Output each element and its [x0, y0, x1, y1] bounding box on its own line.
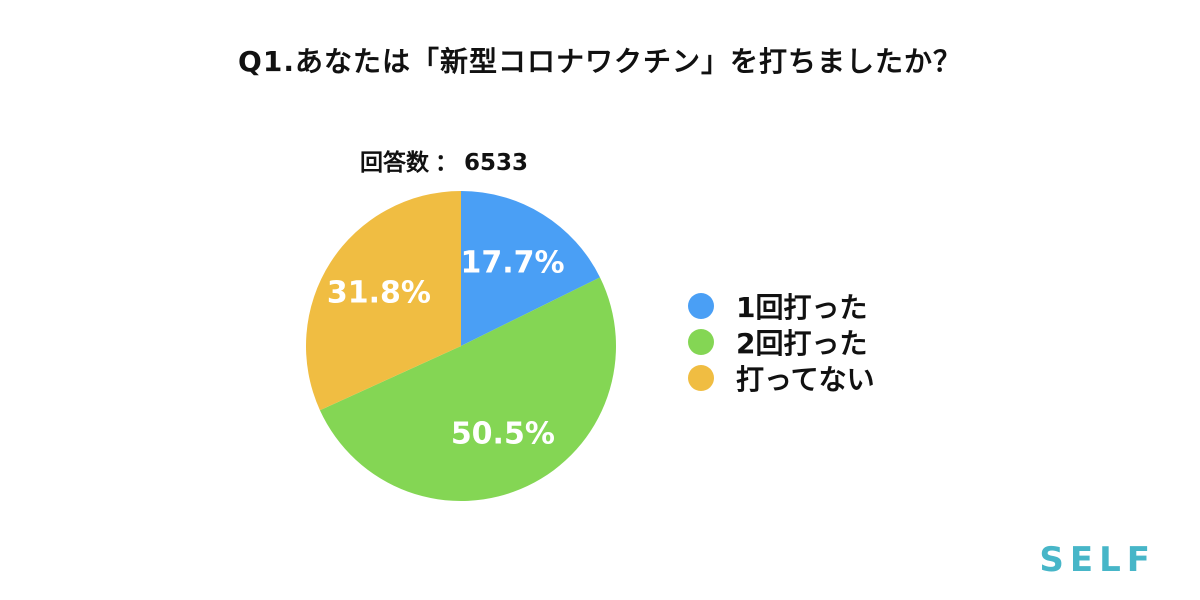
- chart-title: Q1.あなたは「新型コロナワクチン」を打ちましたか？: [238, 45, 962, 78]
- legend-item: 打ってない: [688, 360, 875, 396]
- pie-slice-label: 31.8%: [327, 276, 431, 311]
- pie-slice-label: 17.7%: [461, 246, 565, 281]
- pie-slice: [461, 191, 600, 346]
- chart-legend: 1回打った 2回打った 打ってない: [688, 288, 875, 396]
- response-count: 回答数： 6533: [360, 143, 580, 177]
- legend-marker: [688, 293, 714, 319]
- pie-slice: [306, 191, 461, 411]
- legend-label: 2回打った: [736, 327, 868, 360]
- legend-item: 1回打った: [688, 288, 875, 324]
- legend-marker: [688, 365, 714, 391]
- pie-slice-label: 50.5%: [451, 417, 555, 452]
- response-count-separator: ：: [435, 150, 458, 176]
- response-count-value: 6533: [464, 150, 529, 176]
- pie-slice: [319, 277, 616, 501]
- legend-item: 2回打った: [688, 324, 875, 360]
- legend-label: 1回打った: [736, 291, 868, 324]
- brand-logo: SELF: [1039, 540, 1156, 580]
- response-count-label: 回答数: [360, 150, 429, 176]
- legend-marker: [688, 329, 714, 355]
- legend-label: 打ってない: [736, 363, 875, 396]
